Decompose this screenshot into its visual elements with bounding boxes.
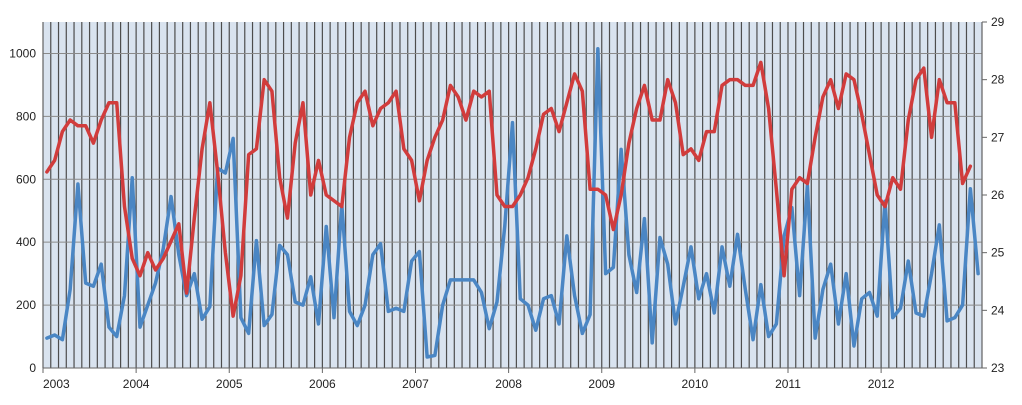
y-left-tick-label: 200 — [16, 298, 36, 312]
y-left-tick-label: 400 — [16, 235, 36, 249]
y-right-tick-label: 24 — [991, 303, 1005, 317]
y-right-tick-label: 28 — [991, 73, 1005, 87]
series-line-right-axis — [45, 60, 973, 318]
y-left-tick-label: 1000 — [9, 46, 36, 60]
x-tick-label: 2010 — [682, 377, 709, 391]
x-tick-label: 2007 — [402, 377, 429, 391]
y-left-tick-label: 0 — [29, 361, 36, 375]
x-tick-label: 2004 — [123, 377, 150, 391]
x-tick-label: 2006 — [309, 377, 336, 391]
y-left-tick-label: 600 — [16, 172, 36, 186]
y-right-tick-label: 27 — [991, 130, 1005, 144]
y-right-tick-label: 23 — [991, 361, 1005, 375]
y-right-tick-label: 29 — [991, 15, 1005, 29]
y-left-tick-label: 800 — [16, 109, 36, 123]
x-tick-label: 2009 — [588, 377, 615, 391]
series-line-left-axis — [45, 46, 980, 359]
y-right-tick-label: 25 — [991, 246, 1005, 260]
x-tick-label: 2012 — [868, 377, 895, 391]
y-right-tick-label: 26 — [991, 188, 1005, 202]
x-tick-label: 2011 — [775, 377, 801, 391]
x-tick-label: 2005 — [216, 377, 243, 391]
x-tick-label: 2003 — [43, 377, 70, 391]
x-tick-label: 2008 — [495, 377, 522, 391]
